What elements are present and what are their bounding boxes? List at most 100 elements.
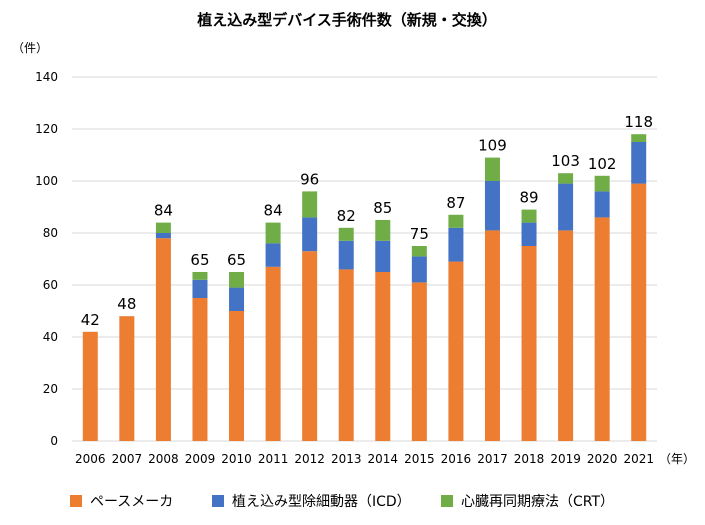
bar-segment-pacemaker-2008 — [155, 238, 171, 441]
total-label-2011: 84 — [264, 202, 283, 220]
legend: ペースメーカ 植え込み型除細動器（ICD） 心臓再同期療法（CRT） — [0, 491, 705, 515]
total-label-2013: 82 — [337, 207, 356, 225]
x-tick-label-2020: 2020 — [587, 452, 618, 466]
legend-label-icd: 植え込み型除細動器（ICD） — [232, 494, 411, 510]
y-tick-label: 60 — [43, 278, 58, 292]
bar-segment-crt-2018 — [521, 209, 537, 223]
bar-segment-icd-2018 — [521, 222, 537, 246]
x-axis-unit-label: （年） — [659, 452, 695, 466]
legend-item-crt: 心臓再同期療法（CRT） — [441, 491, 614, 511]
total-label-2019: 103 — [551, 152, 580, 170]
x-tick-label-2016: 2016 — [441, 452, 472, 466]
legend-swatch-icd — [212, 495, 224, 507]
bar-segment-crt-2019 — [558, 173, 574, 184]
x-tick-label-2013: 2013 — [331, 452, 362, 466]
y-tick-label: 0 — [50, 434, 58, 448]
x-tick-label-2006: 2006 — [75, 452, 106, 466]
total-label-2021: 118 — [624, 113, 653, 131]
bar-segment-pacemaker-2017 — [484, 230, 500, 441]
bar-segment-icd-2020 — [594, 191, 610, 218]
bar-segment-pacemaker-2009 — [192, 298, 208, 441]
bar-segment-pacemaker-2007 — [119, 316, 135, 441]
total-label-2012: 96 — [300, 170, 319, 188]
bar-segment-icd-2008 — [155, 233, 171, 239]
x-tick-label-2008: 2008 — [148, 452, 179, 466]
bar-segment-pacemaker-2010 — [229, 311, 245, 441]
bar-segment-pacemaker-2006 — [82, 331, 98, 441]
bar-segment-icd-2015 — [411, 256, 427, 283]
bar-segment-crt-2011 — [265, 222, 281, 244]
bar-segment-icd-2013 — [338, 240, 354, 270]
bar-segment-icd-2017 — [484, 181, 500, 231]
total-label-2006: 42 — [81, 311, 100, 329]
total-labels: 42 48 84 65 65 84 96 82 85 75 87 109 89 103 102 118 — [81, 113, 653, 329]
legend-label-pacemaker: ペースメーカ — [90, 494, 174, 510]
x-axis-ticks: 2006 2007 2008 2009 2010 2011 2012 2013 2014 2015… — [75, 452, 654, 466]
bar-segment-pacemaker-2021 — [631, 183, 647, 441]
x-tick-label-2019: 2019 — [550, 452, 581, 466]
x-tick-label-2018: 2018 — [514, 452, 545, 466]
bar-segment-pacemaker-2012 — [302, 251, 318, 441]
chart-title: 植え込み型デバイス手術件数（新規・交換） — [197, 11, 497, 29]
x-tick-label-2011: 2011 — [258, 452, 289, 466]
x-tick-label-2007: 2007 — [112, 452, 143, 466]
x-tick-label-2014: 2014 — [368, 452, 399, 466]
x-tick-label-2021: 2021 — [623, 452, 654, 466]
bar-segment-crt-2021 — [631, 134, 647, 142]
bar-segment-crt-2017 — [484, 157, 500, 181]
x-tick-label-2010: 2010 — [221, 452, 252, 466]
bar-segment-pacemaker-2018 — [521, 246, 537, 441]
bar-segment-icd-2010 — [229, 287, 245, 311]
bar-segment-pacemaker-2016 — [448, 261, 464, 441]
bar-segment-crt-2010 — [229, 272, 245, 288]
bar-segment-icd-2019 — [558, 183, 574, 231]
y-tick-label: 80 — [43, 226, 58, 240]
bar-segment-pacemaker-2020 — [594, 217, 610, 441]
bar-segment-crt-2008 — [155, 222, 171, 233]
y-tick-label: 140 — [35, 70, 58, 84]
total-label-2014: 85 — [373, 199, 392, 217]
bar-segment-pacemaker-2013 — [338, 269, 354, 441]
legend-swatch-crt — [441, 495, 453, 507]
legend-swatch-pacemaker — [70, 495, 82, 507]
bar-segment-icd-2014 — [375, 240, 391, 272]
bar-segment-crt-2013 — [338, 227, 354, 241]
chart: 植え込み型デバイス手術件数（新規・交換） （件） （年） 0 20 40 60 80 10… — [12, 11, 695, 466]
bar-segment-crt-2014 — [375, 220, 391, 241]
bars — [82, 134, 647, 441]
x-tick-label-2012: 2012 — [294, 452, 325, 466]
bar-segment-icd-2012 — [302, 217, 318, 252]
y-tick-label: 100 — [35, 174, 58, 188]
y-axis-ticks: 0 20 40 60 80 100 120 140 — [35, 70, 58, 448]
total-label-2009: 65 — [190, 251, 209, 269]
bar-segment-pacemaker-2011 — [265, 266, 281, 441]
total-label-2010: 65 — [227, 251, 246, 269]
bar-segment-icd-2011 — [265, 243, 281, 267]
x-tick-label-2017: 2017 — [477, 452, 508, 466]
bar-segment-pacemaker-2015 — [411, 282, 427, 441]
total-label-2017: 109 — [478, 137, 507, 155]
y-axis-unit-label: （件） — [12, 41, 48, 55]
total-label-2007: 48 — [117, 295, 136, 313]
legend-item-pacemaker: ペースメーカ — [70, 491, 173, 511]
x-tick-label-2009: 2009 — [185, 452, 216, 466]
bar-segment-pacemaker-2019 — [558, 230, 574, 441]
total-label-2008: 84 — [154, 202, 173, 220]
y-tick-label: 40 — [43, 330, 58, 344]
y-tick-label: 20 — [43, 382, 58, 396]
bar-segment-icd-2009 — [192, 279, 208, 298]
total-label-2020: 102 — [588, 155, 617, 173]
y-tick-label: 120 — [35, 122, 58, 136]
legend-item-icd: 植え込み型除細動器（ICD） — [212, 491, 411, 511]
bar-segment-pacemaker-2014 — [375, 272, 391, 441]
total-label-2015: 75 — [410, 225, 429, 243]
bar-segment-icd-2016 — [448, 227, 464, 262]
legend-label-crt: 心臓再同期療法（CRT） — [461, 494, 615, 510]
bar-segment-icd-2021 — [631, 142, 647, 184]
total-label-2018: 89 — [519, 189, 538, 207]
bar-segment-crt-2012 — [302, 191, 318, 218]
bar-segment-crt-2009 — [192, 272, 208, 280]
x-tick-label-2015: 2015 — [404, 452, 435, 466]
bar-segment-crt-2020 — [594, 175, 610, 192]
bar-segment-crt-2015 — [411, 246, 427, 257]
